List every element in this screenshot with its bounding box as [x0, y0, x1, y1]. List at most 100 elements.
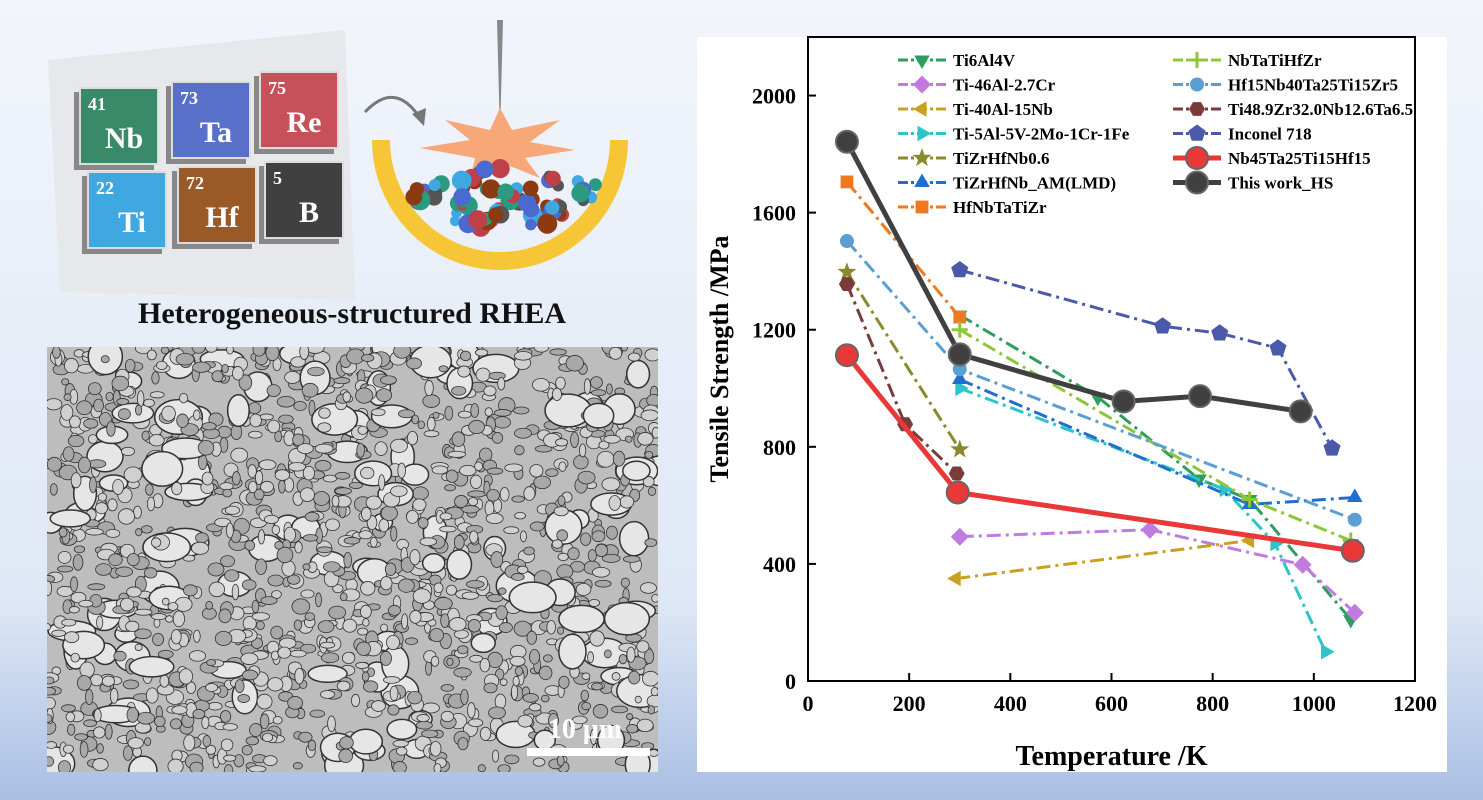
grain: [555, 376, 566, 390]
grain: [406, 509, 419, 524]
grain: [532, 757, 546, 767]
grain: [538, 665, 553, 681]
grain: [379, 650, 392, 666]
grain: [483, 385, 497, 397]
grain: [289, 649, 307, 658]
y-tick-label: 0: [785, 669, 796, 694]
grain: [193, 629, 201, 643]
marker: [1345, 603, 1364, 622]
grain: [207, 562, 225, 577]
grain: [356, 641, 371, 656]
grain: [93, 708, 102, 723]
grain: [460, 688, 469, 705]
grain: [224, 505, 241, 515]
grain: [74, 733, 88, 741]
grain: [47, 756, 55, 767]
grain: [251, 599, 260, 614]
grain: [287, 696, 304, 710]
series-line: [845, 283, 958, 475]
grain: [487, 594, 504, 603]
grain: [298, 731, 313, 743]
legend-label: Ti6Al4V: [953, 51, 1016, 70]
grain: [220, 555, 235, 568]
grain: [477, 764, 486, 772]
grain: [378, 474, 386, 491]
grain: [274, 469, 290, 481]
grain: [70, 472, 82, 489]
x-tick-label: 1000: [1292, 691, 1336, 716]
grain: [543, 654, 553, 663]
grain: [240, 652, 259, 665]
grain: [292, 762, 303, 770]
grain: [467, 619, 481, 633]
grain: [392, 761, 407, 772]
grain: [123, 466, 143, 483]
grain: [611, 705, 629, 714]
marker: [839, 234, 854, 249]
grain: [355, 661, 369, 669]
x-tick-label: 400: [994, 691, 1027, 716]
marker: [955, 380, 969, 397]
grain: [331, 495, 340, 508]
grain: [421, 729, 439, 738]
powder-particle: [545, 170, 561, 187]
grain: [619, 495, 635, 509]
grain: [278, 479, 286, 494]
grain: [113, 650, 127, 662]
grain: [122, 745, 133, 761]
grain: [522, 693, 539, 703]
grain: [106, 421, 116, 437]
grain: [248, 480, 258, 494]
card: [87, 171, 167, 249]
grain: [170, 718, 182, 730]
atomic-number: 41: [88, 94, 106, 114]
grain: [519, 530, 527, 543]
grain: [104, 723, 113, 740]
grain: [433, 763, 442, 772]
grain: [57, 760, 72, 772]
grain: [323, 561, 341, 573]
grain: [183, 734, 196, 752]
grain: [309, 709, 325, 718]
grain: [68, 606, 80, 614]
powder: [405, 159, 602, 237]
grain: [360, 506, 372, 521]
grain: [587, 651, 594, 664]
grain: [265, 347, 280, 362]
grain: [127, 737, 144, 749]
grain: [277, 646, 292, 659]
marker: [834, 129, 859, 154]
grain: [583, 378, 591, 395]
grain: [529, 648, 541, 665]
grain: [145, 687, 159, 704]
grain: [223, 764, 234, 772]
grain: [626, 713, 634, 720]
grain: [608, 495, 621, 511]
grain: [47, 456, 62, 472]
grain: [395, 746, 408, 756]
grain: [108, 553, 123, 567]
grain: [294, 541, 303, 554]
grain: [387, 604, 401, 616]
grain: [440, 710, 454, 723]
grain: [241, 745, 253, 756]
grain: [589, 630, 605, 647]
grain: [594, 543, 609, 558]
powder-particle: [525, 219, 537, 231]
grain: [409, 610, 422, 624]
grain: [206, 659, 217, 667]
grain: [232, 366, 244, 381]
grain: [226, 393, 250, 428]
grain: [508, 581, 557, 614]
grain: [503, 526, 520, 535]
grain: [392, 739, 409, 748]
element-symbol: B: [299, 196, 319, 229]
grain: [642, 670, 658, 687]
grain: [514, 427, 532, 439]
grain: [293, 619, 303, 631]
legend-label: Hf15Nb40Ta25Ti15Zr5: [1228, 76, 1398, 95]
grain: [327, 715, 336, 733]
grain: [93, 398, 104, 413]
grain: [498, 622, 513, 633]
powder-particle: [481, 179, 501, 199]
